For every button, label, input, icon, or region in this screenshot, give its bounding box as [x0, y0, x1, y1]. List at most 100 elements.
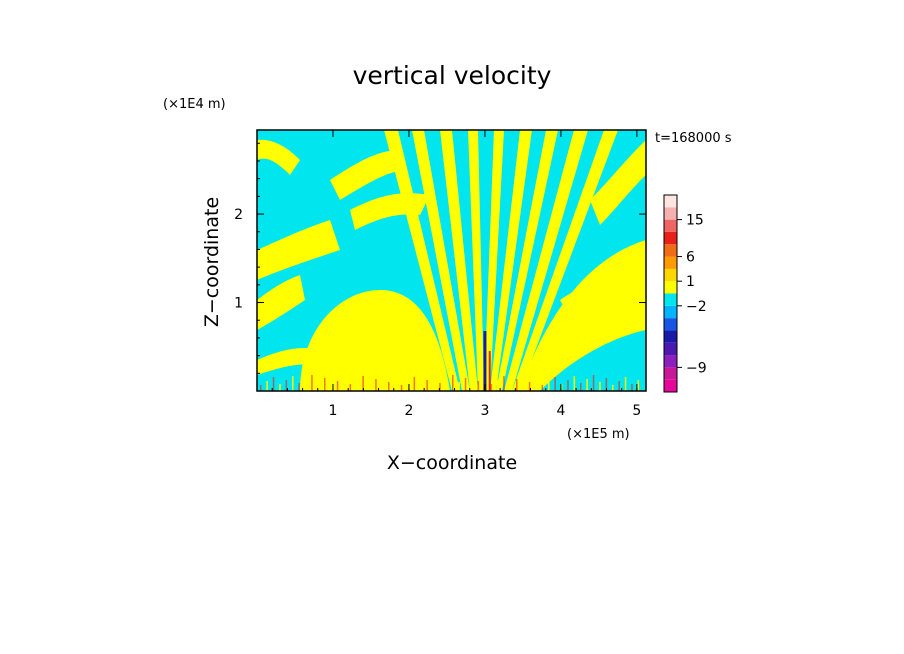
colorbar-level	[664, 256, 677, 269]
colorbar-level	[664, 268, 677, 282]
surface-streak	[541, 385, 544, 391]
colorbar-tick-label: 6	[686, 250, 695, 266]
colorbar-level	[664, 195, 677, 208]
surface-streak	[624, 377, 627, 391]
positive-velocity-region	[468, 130, 484, 391]
y-axis-title: Z−coordinate	[201, 197, 223, 327]
x-axis: 1 2 3 4 5	[271, 130, 641, 419]
x-tick-label: 5	[632, 403, 641, 419]
surface-streak	[599, 382, 601, 391]
surface-streak	[464, 378, 467, 391]
surface-streak	[496, 380, 499, 391]
surface-streak	[330, 385, 332, 391]
chart-title: vertical velocity	[353, 61, 552, 90]
surface-streak	[432, 376, 435, 391]
surface-streak	[586, 379, 588, 391]
surface-streak	[445, 379, 448, 391]
surface-streak	[548, 381, 550, 391]
colorbar-level	[664, 379, 677, 392]
x-tick-label: 1	[329, 403, 338, 419]
surface-streak	[292, 376, 294, 391]
surface-streak	[477, 381, 480, 391]
colorbar: 15 6 1 −2 −9	[663, 194, 707, 393]
positive-velocity-region	[350, 193, 430, 230]
surface-streak	[349, 384, 352, 391]
surface-streak	[522, 375, 524, 391]
surface-streak	[490, 384, 492, 391]
colorbar-level	[664, 281, 677, 294]
surface-streak	[439, 383, 441, 391]
surface-streak	[266, 381, 268, 391]
y-axis: 12	[234, 142, 646, 374]
positive-velocity-region	[496, 130, 558, 391]
y-tick-label: 1	[234, 296, 243, 312]
x-tick-label: 3	[480, 403, 489, 419]
surface-streak	[368, 383, 371, 391]
y-tick-label: 2	[234, 207, 243, 223]
positive-velocity-region	[440, 130, 478, 391]
surface-streak	[631, 384, 633, 391]
surface-streak	[509, 383, 512, 391]
positive-velocity-region	[257, 220, 340, 280]
colorbar-level	[664, 355, 677, 368]
x-axis-unit: (×1E5 m)	[567, 427, 630, 442]
surface-streak	[413, 377, 416, 391]
surface-streak	[394, 378, 396, 391]
surface-streak	[528, 382, 531, 391]
surface-streak	[311, 375, 313, 391]
x-tick-label: 4	[556, 403, 565, 419]
surface-streak	[375, 379, 377, 391]
surface-streak	[388, 382, 390, 391]
positive-velocity-region	[512, 130, 618, 391]
surface-streak	[503, 376, 505, 391]
surface-streak	[362, 376, 364, 391]
colorbar-level	[664, 244, 677, 257]
updraft-core	[488, 351, 491, 391]
positive-velocity-region	[504, 130, 588, 391]
positive-velocity-region	[590, 140, 646, 225]
x-tick-label: 2	[404, 403, 413, 419]
colorbar-level	[664, 367, 677, 380]
surface-streak	[304, 379, 307, 391]
y-axis-unit: (×1E4 m)	[163, 97, 226, 112]
colorbar-level	[664, 219, 677, 232]
surface-streak	[260, 385, 262, 391]
surface-streak	[567, 380, 569, 391]
positive-velocity-region	[257, 348, 320, 375]
surface-streak	[458, 382, 460, 391]
positive-velocity-region	[300, 290, 450, 391]
colorbar-tick-label: 15	[686, 213, 704, 229]
colorbar-level	[664, 330, 677, 343]
surface-streak	[535, 378, 537, 391]
positive-velocity-region	[490, 130, 532, 391]
surface-streak	[516, 379, 518, 391]
surface-streak	[317, 382, 320, 391]
surface-streak	[381, 375, 384, 391]
positive-velocity-region	[257, 275, 305, 330]
surface-streak	[426, 380, 428, 391]
surface-streak	[343, 377, 345, 391]
colorbar-level	[664, 305, 677, 319]
time-label: t=168000 s	[655, 131, 732, 146]
surface-streak	[272, 377, 275, 391]
positive-velocity-region	[484, 130, 504, 391]
surface-streak	[592, 375, 595, 391]
surface-streak	[336, 381, 339, 391]
surface-streak	[580, 383, 582, 391]
surface-streak	[356, 380, 358, 391]
surface-streak	[612, 385, 614, 391]
positive-velocity-region	[560, 265, 646, 318]
positive-velocity-region	[330, 150, 405, 200]
surface-streak	[285, 380, 288, 391]
surface-streak	[279, 384, 281, 391]
plot-frame	[256, 129, 647, 392]
surface-streak	[298, 383, 300, 391]
field-bands	[257, 130, 646, 391]
positive-velocity-region	[257, 139, 300, 175]
x-axis-title: X−coordinate	[387, 452, 517, 474]
colorbar-tick-label: −2	[686, 299, 707, 315]
colorbar-tick-label: −9	[686, 360, 707, 376]
surface-streak	[407, 381, 409, 391]
surface-streak	[324, 378, 326, 391]
